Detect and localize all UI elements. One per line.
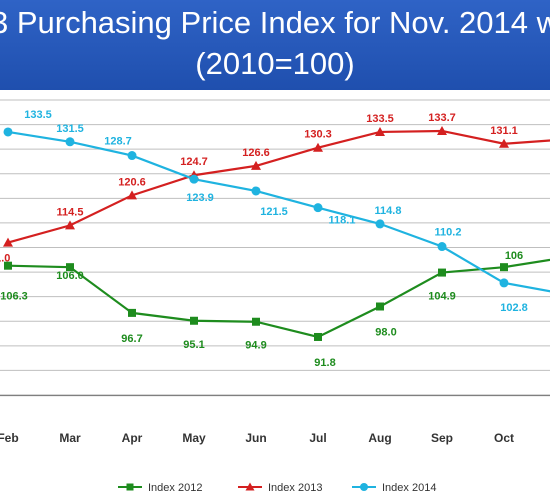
data-point [437,242,447,252]
series-lines [7,129,550,339]
data-point [314,332,322,341]
data-label: 126.6 [242,147,270,159]
legend-item: Index 2013 [238,482,322,494]
data-label: 95.1 [183,339,204,351]
legend-label: Index 2014 [382,482,436,494]
x-tick-label: Aug [368,431,391,445]
data-label: 118.1 [329,215,356,227]
data-point [189,174,199,184]
data-label: 130.3 [304,129,332,141]
x-tick-label: Jun [245,431,266,445]
x-tick-label: Feb [0,431,19,445]
legend: Index 2012 Index 2013 Index 2014 [118,482,436,494]
data-label: 104.9 [428,291,456,303]
data-label: 106.3 [0,291,28,303]
data-point [127,190,137,200]
data-label: 96.7 [121,333,142,345]
data-label: 120.6 [118,176,146,188]
series-line-1 [7,258,550,339]
data-label: 123.9 [186,192,214,204]
data-label: 131.1 [490,125,518,137]
series-line-2 [7,129,550,244]
x-tick-label: Mar [59,431,81,445]
x-tick-label: May [182,431,206,445]
data-point [376,302,384,311]
data-point [252,317,260,326]
data-point [251,160,261,170]
data-labels: 106.3 106.0 96.7 95.1 94.9 91.8 98.0 104.9 106 11… [0,109,528,369]
data-point [3,237,13,247]
data-point [127,151,137,161]
data-point [66,263,74,272]
data-point [313,142,323,152]
data-label: 133.5 [366,113,394,125]
line-chart: FebMarAprMayJunJulAugSepOctNov 106.3106.… [0,99,550,494]
data-label: 124.7 [180,156,208,168]
x-axis: FebMarAprMayJunJulAugSepOctNov [0,431,514,445]
data-label: 121.5 [260,206,288,218]
data-label: 106.0 [56,270,84,282]
series-line-3 [7,130,550,293]
data-label: 133.5 [24,109,52,121]
legend-marker [126,483,134,491]
x-tick-label: Jul [309,431,326,445]
data-point [65,220,75,230]
x-tick-label: Sep [431,431,453,445]
data-point [65,137,75,147]
legend-marker [360,483,368,491]
data-point [438,268,446,277]
data-point [128,308,136,317]
data-point [375,219,385,229]
data-point [437,125,447,135]
data-point [500,263,508,272]
data-point [3,127,13,137]
data-point [499,278,509,288]
data-point [313,203,323,213]
data-label: 114.8 [375,205,402,217]
data-label: 11.0 [0,253,10,265]
legend-item: Index 2012 [118,482,202,494]
series-markers [3,125,509,341]
data-point [251,186,261,196]
data-label: 98.0 [375,327,396,339]
legend-item: Index 2014 [352,482,436,494]
data-label: 110.2 [435,227,462,239]
data-label: 114.5 [57,206,84,218]
data-label: 94.9 [245,340,266,352]
data-point [4,261,12,270]
legend-marker [245,482,255,491]
grid-lines [0,99,550,397]
data-point [375,126,385,136]
data-label: 128.7 [104,136,132,148]
data-label: 131.5 [56,123,84,135]
data-label: 91.8 [314,357,335,369]
chart-title: 3 Purchasing Price Index for Nov. 2014 w [0,5,550,40]
x-tick-label: Apr [122,431,143,445]
data-point [499,138,509,148]
legend-label: Index 2012 [148,482,202,494]
data-label: 133.7 [428,112,456,124]
chart-subtitle: (2010=100) [195,46,355,81]
legend-label: Index 2013 [268,482,322,494]
data-point [190,316,198,325]
data-label: 102.8 [500,302,528,314]
chart-title-banner: 3 Purchasing Price Index for Nov. 2014 w… [0,0,550,90]
data-label: 106 [505,250,523,262]
x-tick-label: Oct [494,431,514,445]
